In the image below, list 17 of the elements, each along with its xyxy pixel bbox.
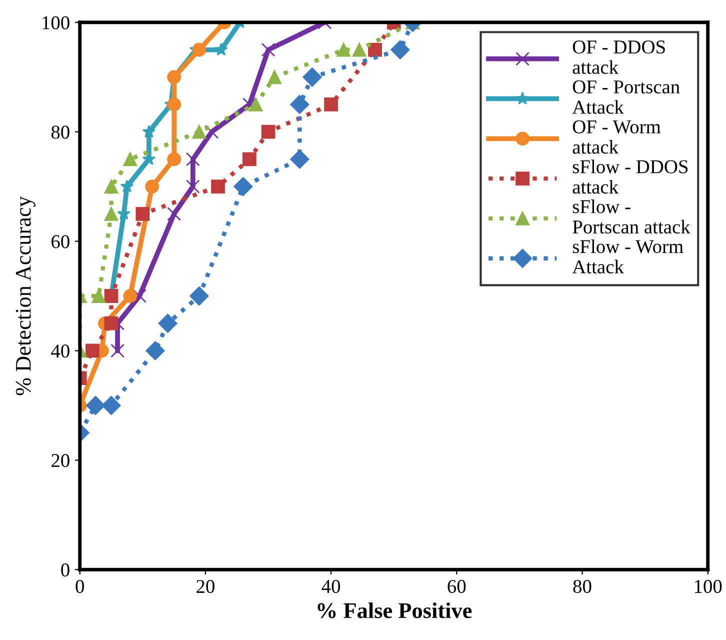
y-tick-label: 60	[52, 235, 70, 248]
legend-label: OF - DDOS attack	[572, 40, 665, 74]
y-axis-title: % Detection Accuracy	[16, 196, 36, 396]
x-tick-label: 0	[76, 580, 84, 594]
x-tick-label: 40	[322, 580, 340, 594]
y-tick-label: 40	[51, 344, 70, 358]
x-tick-label: 60	[448, 580, 466, 594]
x-tick-label: 20	[196, 580, 214, 594]
y-tick-label: 0	[61, 563, 70, 577]
x-tick-label: 80	[573, 580, 592, 594]
legend-label: OF - Portscan Attack	[572, 80, 680, 114]
x-tick-label: 100	[694, 580, 722, 594]
y-tick-label: 80	[51, 126, 70, 139]
legend-label: sFlow - Worm Attack	[572, 239, 684, 274]
x-axis-title: % False Positive	[318, 602, 472, 618]
y-tick-label: 100	[42, 16, 70, 30]
y-tick-label: 20	[52, 454, 70, 468]
